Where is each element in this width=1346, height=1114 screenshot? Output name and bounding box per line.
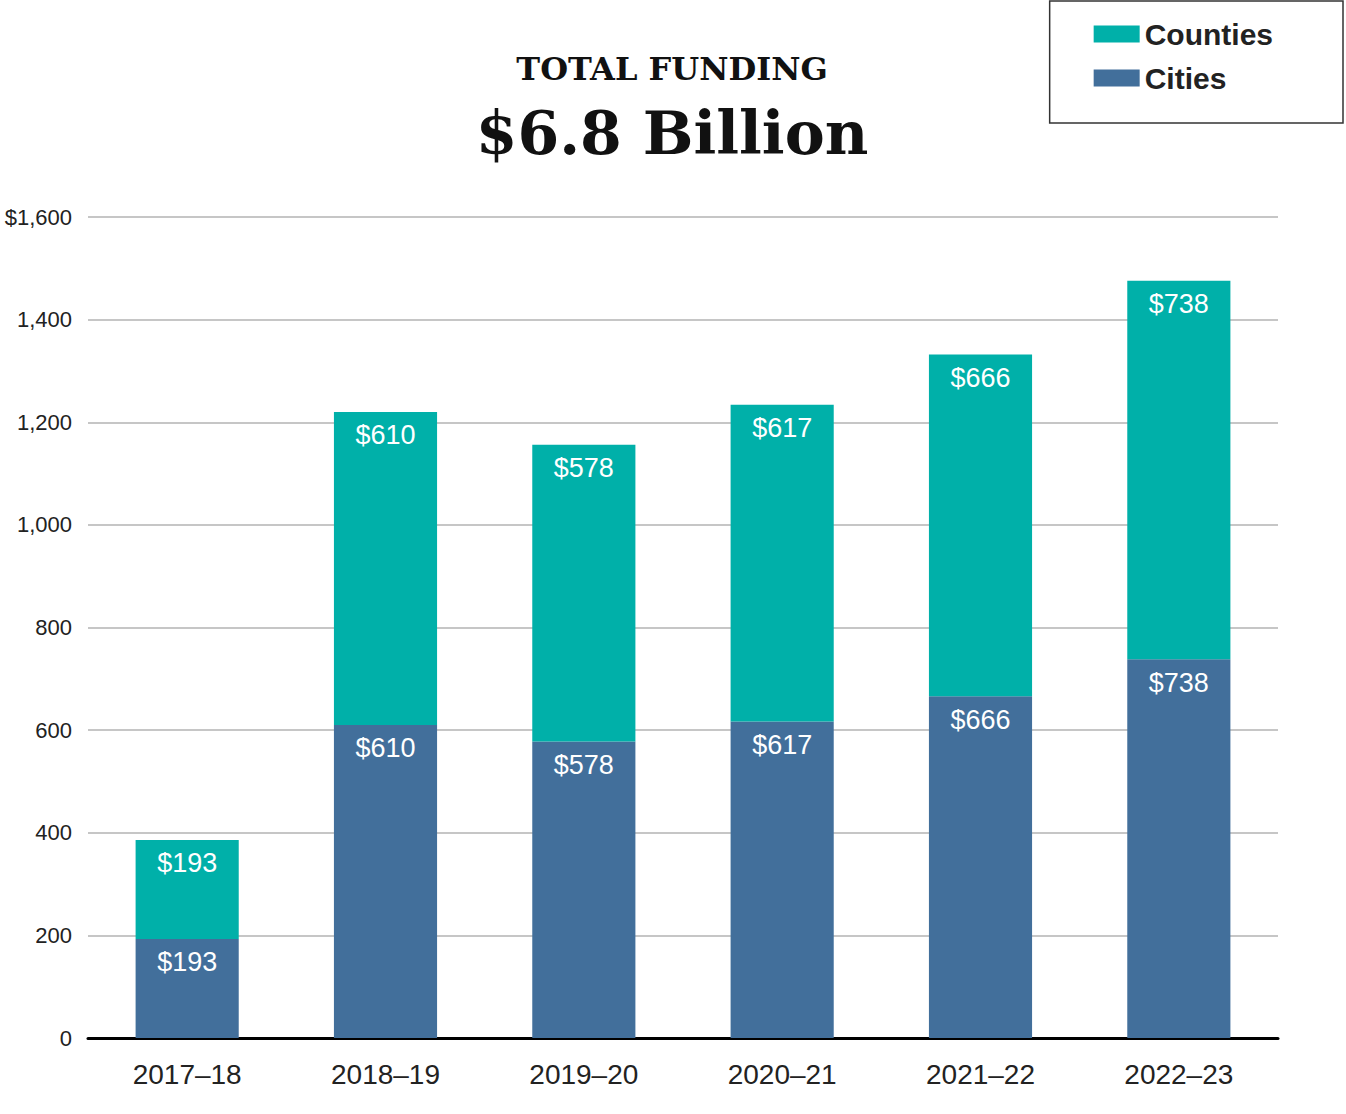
svg-text:200: 200 [35, 923, 72, 948]
svg-text:400: 400 [35, 820, 72, 845]
svg-text:$193: $193 [157, 848, 217, 878]
svg-text:2021–22: 2021–22 [926, 1059, 1035, 1090]
svg-text:$6.8 Billion: $6.8 Billion [476, 98, 869, 168]
svg-text:$738: $738 [1149, 668, 1209, 698]
svg-text:$610: $610 [355, 420, 415, 450]
svg-text:$578: $578 [554, 750, 614, 780]
svg-text:2019–20: 2019–20 [529, 1059, 638, 1090]
svg-text:800: 800 [35, 615, 72, 640]
svg-text:600: 600 [35, 718, 72, 743]
svg-text:$617: $617 [752, 413, 812, 443]
svg-text:$610: $610 [355, 733, 415, 763]
svg-text:1,000: 1,000 [17, 512, 72, 537]
svg-text:2020–21: 2020–21 [728, 1059, 837, 1090]
svg-text:Counties: Counties [1145, 18, 1273, 51]
svg-text:2017–18: 2017–18 [133, 1059, 242, 1090]
svg-text:$578: $578 [554, 453, 614, 483]
svg-text:2022–23: 2022–23 [1124, 1059, 1233, 1090]
svg-text:Cities: Cities [1145, 62, 1227, 95]
svg-text:$193: $193 [157, 947, 217, 977]
svg-text:TOTAL FUNDING: TOTAL FUNDING [516, 50, 827, 88]
svg-text:$666: $666 [950, 705, 1010, 735]
svg-text:1,200: 1,200 [17, 410, 72, 435]
svg-text:2018–19: 2018–19 [331, 1059, 440, 1090]
svg-text:$666: $666 [950, 363, 1010, 393]
svg-text:1,400: 1,400 [17, 307, 72, 332]
svg-text:$617: $617 [752, 730, 812, 760]
svg-text:0: 0 [60, 1026, 72, 1051]
svg-text:$738: $738 [1149, 289, 1209, 319]
svg-text:$1,600: $1,600 [5, 205, 72, 230]
